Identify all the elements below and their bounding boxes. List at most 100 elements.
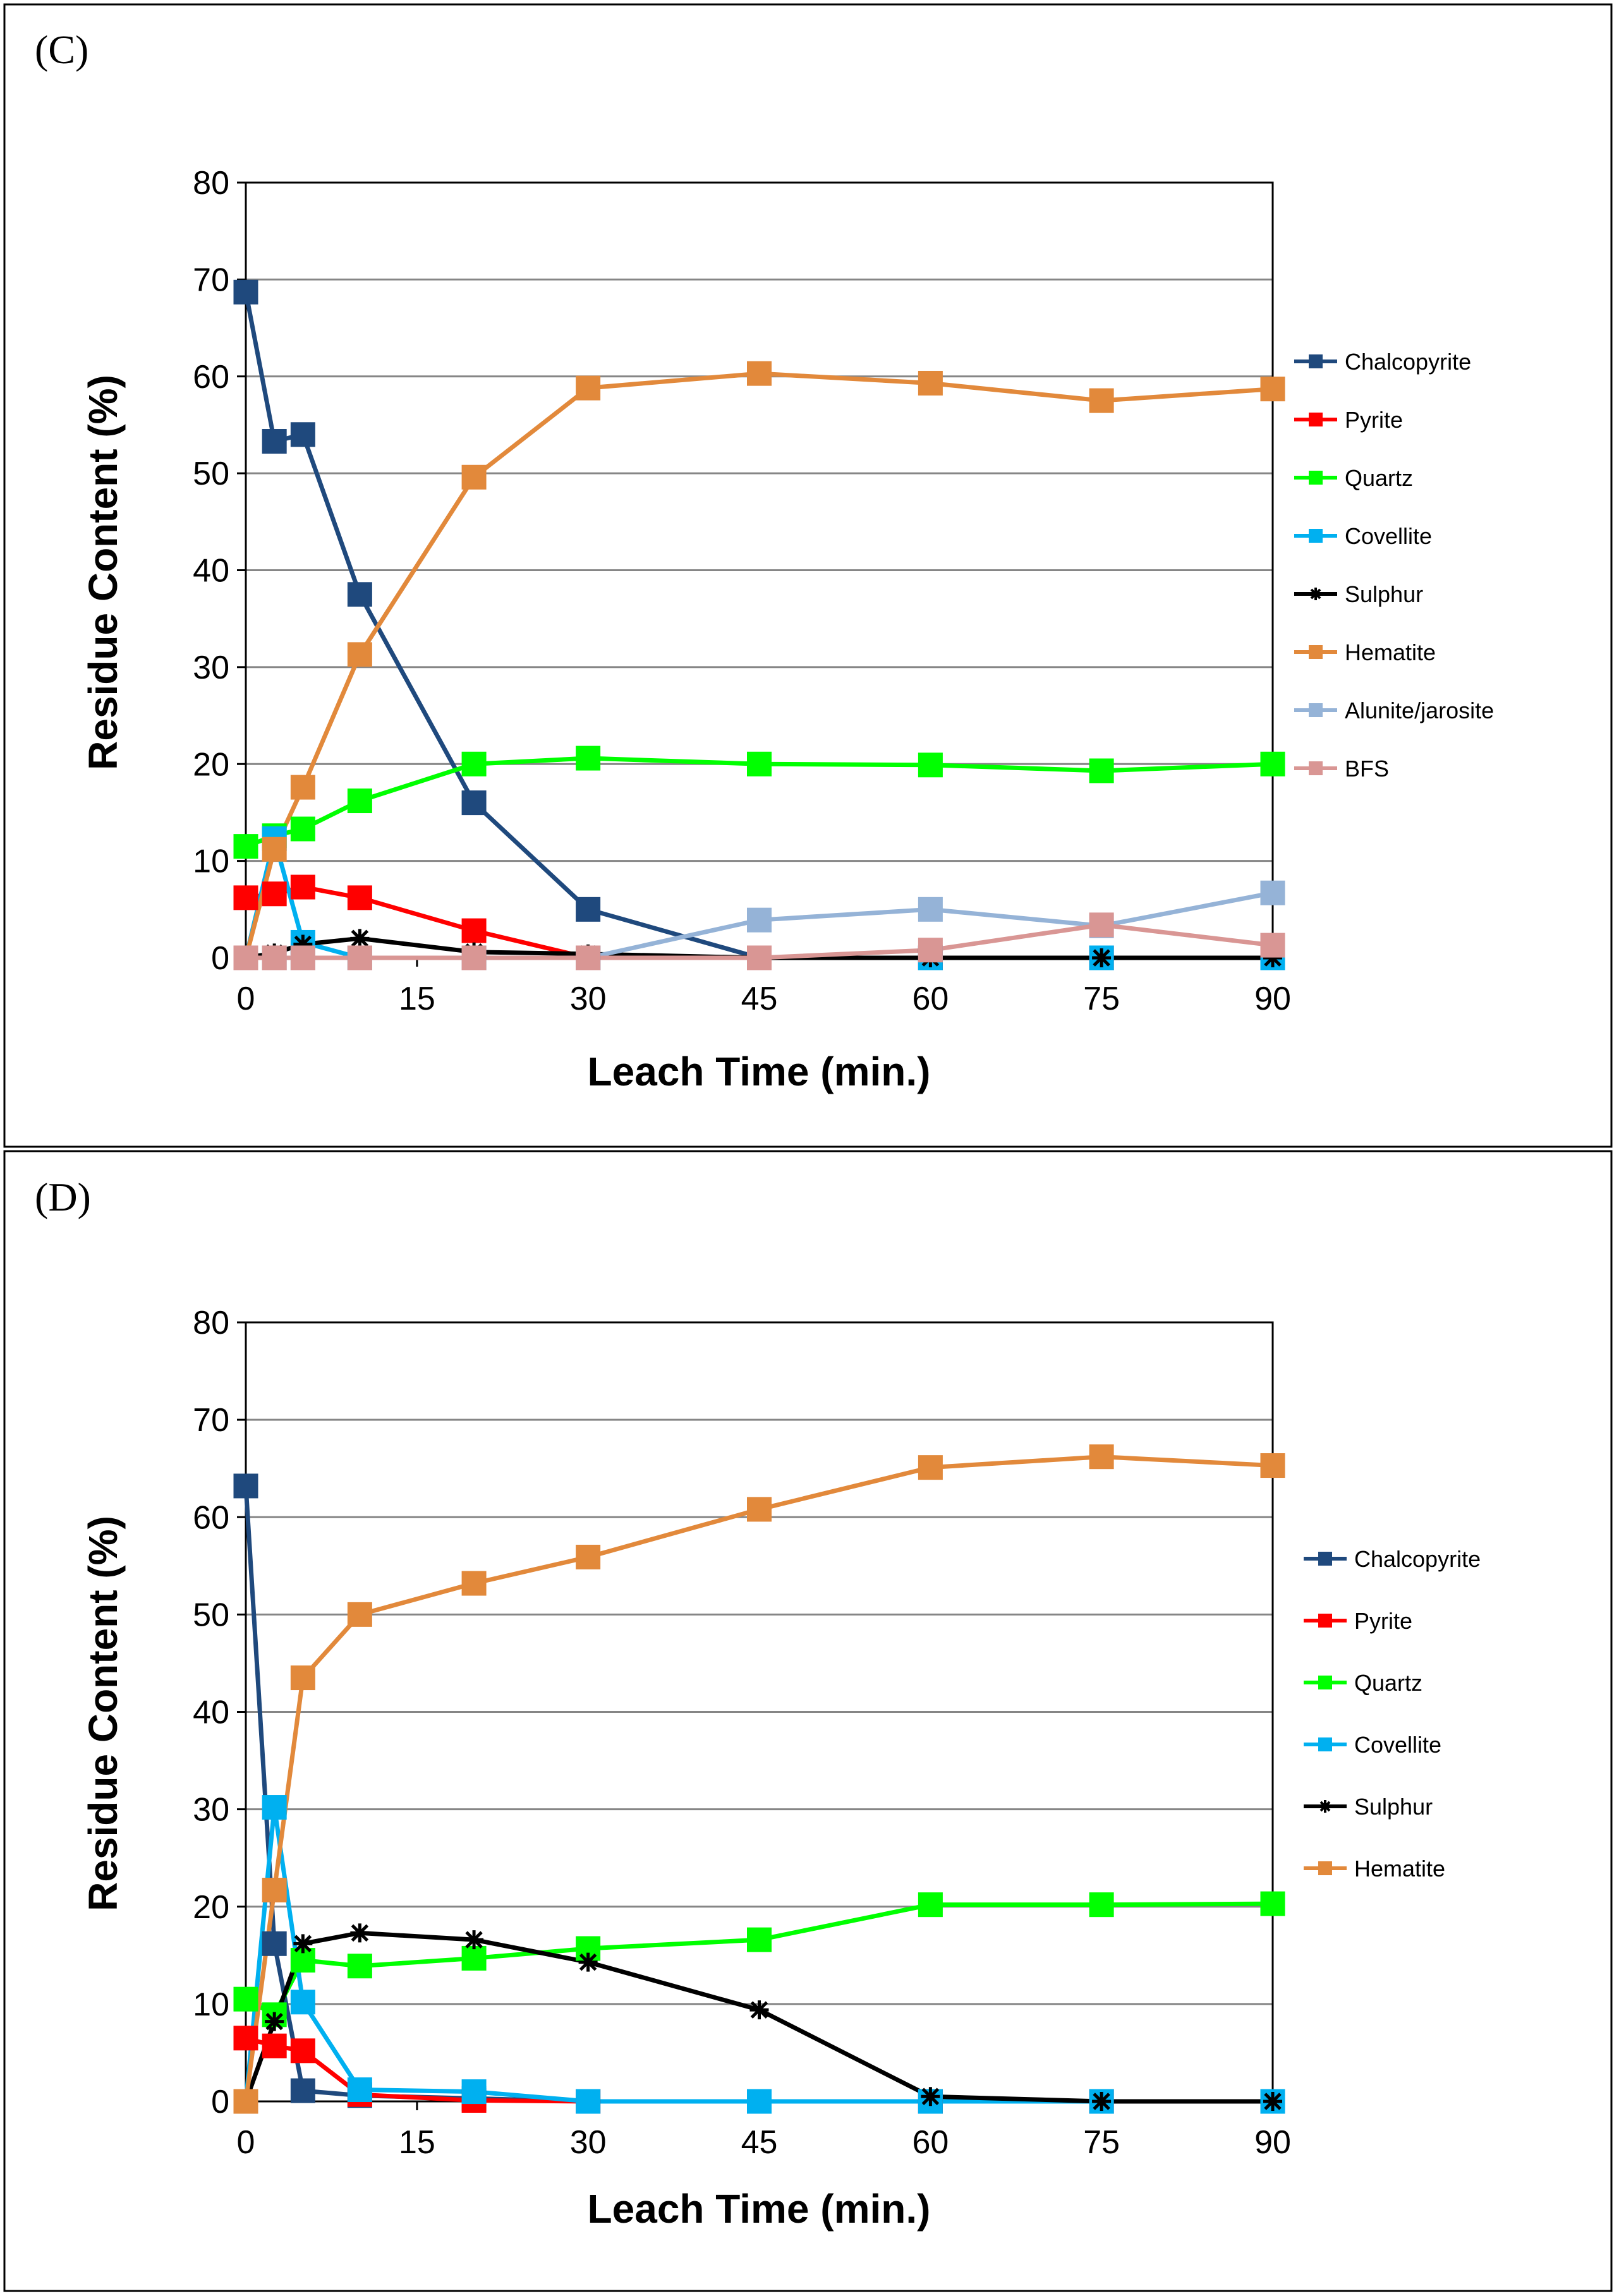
- legend-item-hematite: Hematite: [1304, 1856, 1445, 1882]
- data-point-sulphur: [350, 1923, 370, 1943]
- data-point-covellite: [747, 2089, 772, 2114]
- data-point-hematite: [918, 1455, 943, 1480]
- data-point-pyrite: [262, 881, 287, 907]
- legend-marker: [1319, 1800, 1331, 1813]
- data-point-pyrite: [347, 885, 372, 910]
- legend-item-covellite: Covellite: [1294, 523, 1432, 549]
- legend-marker: [1309, 413, 1323, 426]
- data-point-chalcopyrite: [262, 429, 287, 454]
- x-tick-label: 45: [741, 2124, 778, 2161]
- data-point-pyrite: [233, 885, 258, 910]
- data-point-sulphur: [749, 2000, 769, 2020]
- legend-label: Hematite: [1345, 639, 1436, 665]
- data-point-covellite: [290, 1990, 315, 2015]
- data-point-pyrite: [461, 918, 487, 943]
- legend-item-sulphur: Sulphur: [1304, 1794, 1433, 1820]
- y-tick-label: 70: [193, 1402, 229, 1439]
- series-line-hematite: [243, 1454, 1273, 2102]
- legend-item-chalcopyrite: Chalcopyrite: [1304, 1546, 1481, 1572]
- legend-marker: [1309, 588, 1322, 600]
- x-tick-label: 30: [570, 2124, 607, 2161]
- y-axis-title: Residue Content (%): [80, 1516, 126, 1911]
- legend: Chalcopyrite Pyrite Quartz Covellite Sulphur…: [1304, 1546, 1481, 1882]
- data-point-hematite: [347, 642, 372, 667]
- data-point-sulphur: [350, 929, 370, 948]
- series-line-bfs: [246, 922, 1273, 960]
- legend-label: Chalcopyrite: [1345, 349, 1471, 375]
- x-tick-label: 30: [570, 981, 607, 1017]
- x-tick-label: 0: [237, 2124, 255, 2161]
- legend-item-pyrite: Pyrite: [1294, 407, 1403, 433]
- legend-marker: [1318, 1676, 1332, 1689]
- legend-label: Quartz: [1345, 465, 1413, 491]
- series-line-hematite: [243, 371, 1273, 958]
- legend-item-pyrite: Pyrite: [1304, 1608, 1412, 1634]
- series-line-sulphur: [245, 936, 1273, 960]
- y-tick-label: 50: [193, 1597, 229, 1633]
- data-point-sulphur: [1263, 948, 1282, 967]
- data-point-chalcopyrite: [576, 897, 601, 922]
- data-point-covellite: [262, 1795, 287, 1820]
- data-point-hematite: [461, 464, 487, 490]
- data-point-bfs: [262, 945, 287, 970]
- legend-marker: [1309, 471, 1323, 485]
- data-point-quartz: [747, 1927, 772, 1952]
- legend-label: Hematite: [1354, 1856, 1445, 1882]
- data-point-sulphur: [265, 2012, 284, 2031]
- data-point-hematite: [747, 1497, 772, 1522]
- y-tick-label: 0: [211, 940, 229, 977]
- legend-label: Quartz: [1354, 1670, 1422, 1696]
- data-point-alunite-jarosite: [747, 907, 772, 933]
- data-point-chalcopyrite: [290, 422, 315, 447]
- data-point-hematite: [347, 1602, 372, 1627]
- panel-label: (C): [35, 27, 88, 72]
- legend-label: Chalcopyrite: [1354, 1546, 1481, 1572]
- data-point-hematite: [1260, 377, 1285, 402]
- y-axis-title: Residue Content (%): [80, 375, 126, 770]
- data-point-hematite: [262, 837, 287, 862]
- data-point-bfs: [747, 945, 772, 970]
- data-point-quartz: [461, 751, 487, 776]
- series-line-quartz: [245, 756, 1273, 849]
- legend-item-quartz: Quartz: [1294, 465, 1413, 491]
- data-point-bfs: [918, 938, 943, 963]
- legend-marker: [1309, 645, 1323, 659]
- legend-marker: [1309, 761, 1323, 775]
- x-tick-label: 15: [399, 981, 435, 1017]
- legend-marker: [1309, 529, 1323, 543]
- legend-marker: [1318, 1737, 1332, 1751]
- legend-item-chalcopyrite: Chalcopyrite: [1294, 349, 1471, 375]
- legend-marker: [1318, 1861, 1332, 1875]
- x-tick-label: 15: [399, 2124, 435, 2161]
- legend-label: BFS: [1345, 756, 1389, 782]
- panel-label: (D): [35, 1175, 91, 1219]
- data-point-pyrite: [233, 2026, 258, 2051]
- data-point-bfs: [347, 945, 372, 970]
- data-point-chalcopyrite: [290, 2078, 315, 2103]
- data-point-quartz: [1089, 1892, 1114, 1918]
- y-tick-label: 10: [193, 1986, 229, 2023]
- x-tick-label: 60: [912, 2124, 949, 2161]
- data-point-quartz: [461, 1945, 487, 1971]
- legend-item-quartz: Quartz: [1304, 1670, 1422, 1696]
- data-point-sulphur: [921, 2087, 940, 2106]
- y-tick-label: 60: [193, 359, 229, 396]
- data-point-quartz: [347, 1954, 372, 1979]
- y-tick-label: 20: [193, 746, 229, 783]
- x-tick-label: 90: [1254, 981, 1291, 1017]
- data-point-quartz: [290, 816, 315, 842]
- data-point-sulphur: [464, 1930, 484, 1950]
- series-line-covellite: [243, 1805, 1273, 2104]
- data-point-quartz: [1260, 1891, 1285, 1916]
- data-point-hematite: [290, 775, 315, 800]
- x-tick-label: 0: [237, 981, 255, 1017]
- x-tick-label: 45: [741, 981, 778, 1017]
- data-point-bfs: [233, 945, 258, 970]
- data-point-hematite: [461, 1571, 487, 1596]
- legend-label: Pyrite: [1354, 1608, 1412, 1634]
- data-point-sulphur: [578, 1952, 598, 1972]
- chart-panel-d: (D) 0 10 20 30 40 50 60 70 80 0 15 30 45 60 75 90 Residue…: [3, 1150, 1613, 2292]
- y-tick-label: 0: [211, 2084, 229, 2120]
- data-point-sulphur: [1092, 948, 1112, 967]
